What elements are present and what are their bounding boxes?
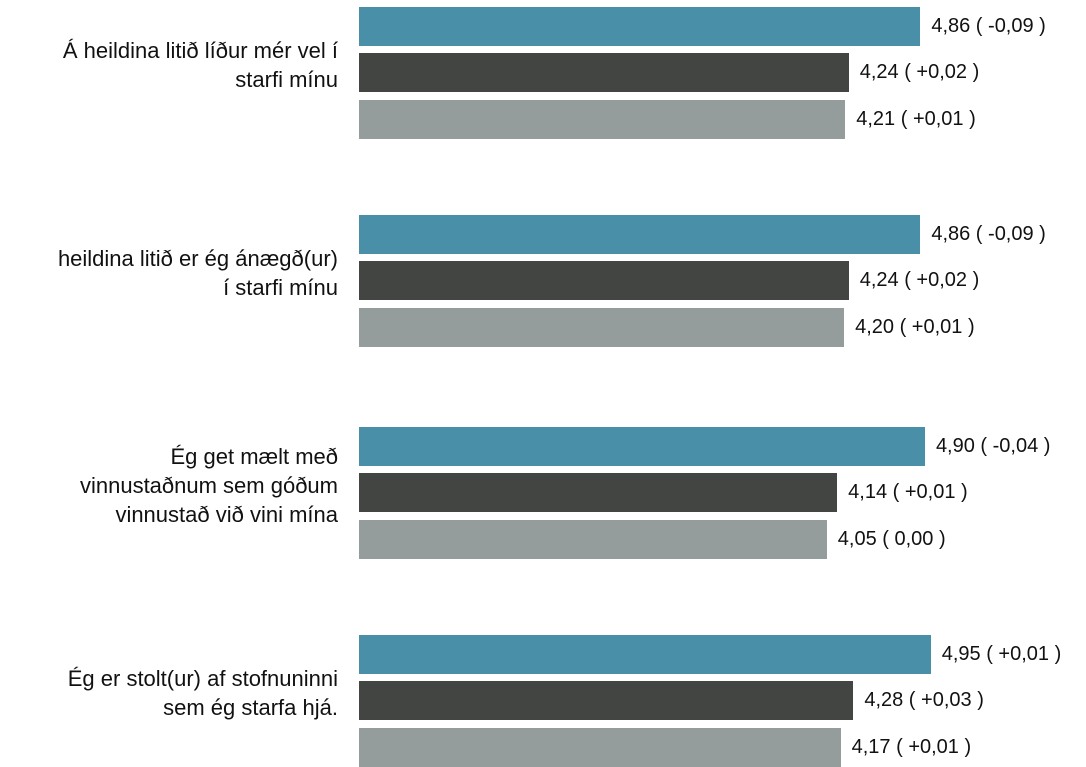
question-group: Á heildina litið líður mér vel í starfi …	[0, 0, 1086, 130]
category-label: Á heildina litið líður mér vel í starfi …	[0, 0, 338, 130]
data-label: 4,24 ( +0,02 )	[860, 53, 980, 92]
category-label: Ég er stolt(ur) af stofnuninni sem ég st…	[0, 628, 338, 758]
bar	[359, 53, 849, 92]
data-label: 4,21 ( +0,01 )	[856, 100, 976, 139]
data-label: 4,17 ( +0,01 )	[852, 728, 972, 767]
bar	[359, 215, 920, 254]
category-label: Ég get mælt með vinnustaðnum sem góðum v…	[0, 420, 338, 550]
data-label: 4,20 ( +0,01 )	[855, 308, 975, 347]
data-label: 4,05 ( 0,00 )	[838, 520, 946, 559]
data-label: 4,90 ( -0,04 )	[936, 427, 1051, 466]
bar	[359, 100, 845, 139]
bar	[359, 427, 925, 466]
question-group: Ég er stolt(ur) af stofnuninni sem ég st…	[0, 628, 1086, 758]
question-group: Ég get mælt með vinnustaðnum sem góðum v…	[0, 420, 1086, 550]
bar	[359, 7, 920, 46]
category-label: heildina litið er ég ánægð(ur) í starfi …	[0, 208, 338, 338]
bar	[359, 261, 849, 300]
data-label: 4,24 ( +0,02 )	[860, 261, 980, 300]
data-label: 4,28 ( +0,03 )	[864, 681, 984, 720]
bar	[359, 681, 853, 720]
bar	[359, 520, 827, 559]
bar	[359, 308, 844, 347]
data-label: 4,86 ( -0,09 )	[931, 7, 1046, 46]
question-group: heildina litið er ég ánægð(ur) í starfi …	[0, 208, 1086, 338]
bar	[359, 728, 841, 767]
data-label: 4,14 ( +0,01 )	[848, 473, 968, 512]
data-label: 4,95 ( +0,01 )	[942, 635, 1062, 674]
bar	[359, 473, 837, 512]
data-label: 4,86 ( -0,09 )	[931, 215, 1046, 254]
bar	[359, 635, 931, 674]
